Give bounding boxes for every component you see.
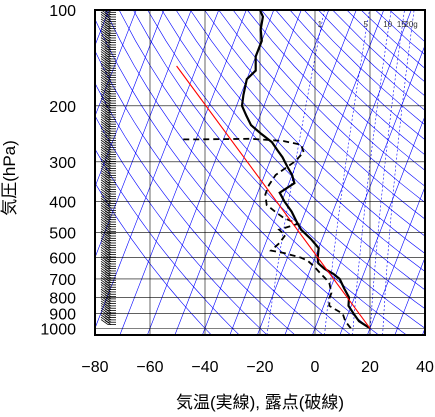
y-tick-label: 800: [49, 290, 76, 307]
dry-adiabat-line: [347, 10, 435, 335]
isotherm-line: [230, 10, 356, 335]
wind-barbs: [101, 5, 116, 325]
y-tick-label: 1000: [40, 321, 76, 338]
y-tick-label: 600: [49, 251, 76, 268]
isotherm-line: [65, 10, 191, 335]
dry-adiabat-line: [375, 10, 435, 335]
reference-line: [177, 66, 370, 328]
x-axis-ticks: −80 −60 −40 −20 0 20 40: [81, 359, 434, 376]
y-tick-label: 500: [49, 225, 76, 242]
x-tick-label: 20: [361, 359, 379, 376]
isotherm-line: [202, 10, 328, 335]
x-tick-label: −40: [191, 359, 218, 376]
x-tick-label: −80: [81, 359, 108, 376]
y-tick-label: 300: [49, 155, 76, 172]
mixing-ratio-label: 5: [363, 20, 368, 29]
mixing-ratio-line: [267, 10, 325, 335]
mixing-ratio-label: 1: [318, 20, 323, 29]
dry-adiabat-line: [318, 10, 435, 335]
isotherm-line: [175, 10, 301, 335]
dry-adiabat-line: [133, 10, 434, 335]
y-tick-label: 400: [49, 195, 76, 212]
x-tick-label: −60: [136, 359, 163, 376]
mixing-ratio-label: 10: [383, 20, 392, 29]
x-tick-label: 0: [311, 359, 320, 376]
dry-adiabat-line: [176, 10, 435, 335]
dry-adiabat-line: [119, 10, 407, 335]
isotherm-line: [395, 10, 435, 335]
x-tick-label: −20: [246, 359, 273, 376]
y-tick-label: 700: [49, 272, 76, 289]
isotherm-line: [257, 10, 383, 335]
mixing-ratio-line: [370, 10, 405, 335]
dry-adiabat-line: [91, 10, 351, 335]
y-tick-label: 100: [49, 3, 76, 20]
x-axis-label: 気温(実線), 露点(破線): [176, 393, 344, 412]
dry-adiabat-line: [276, 10, 435, 335]
mixing-ratio-label: 20g: [404, 20, 417, 29]
dry-adiabat-line: [219, 10, 435, 335]
dry-adiabat-line: [390, 10, 435, 335]
dry-adiabat-line: [233, 10, 435, 335]
y-axis-label: 気圧(hPa): [0, 140, 19, 216]
dry-adiabat-line: [48, 10, 267, 335]
isotherm-line: [120, 10, 246, 335]
dry-adiabat-line: [162, 10, 435, 335]
y-tick-label: 200: [49, 99, 76, 116]
dry-adiabat-line: [247, 10, 435, 335]
dry-adiabat-line: [290, 10, 435, 335]
x-tick-label: 40: [416, 359, 434, 376]
